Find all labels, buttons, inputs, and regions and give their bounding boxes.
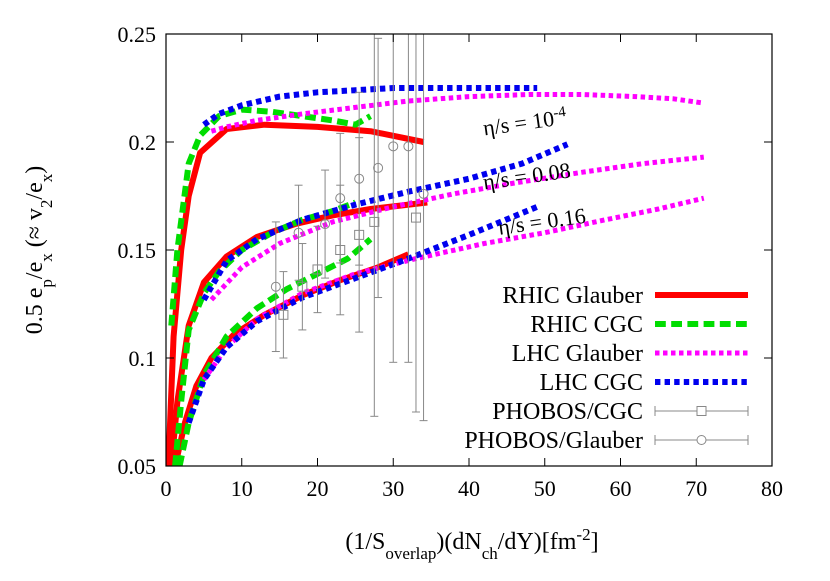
legend-label: RHIC Glauber (502, 283, 643, 309)
y-tick-label: 0.1 (129, 346, 157, 371)
series-line-rhic-cgc (168, 106, 372, 326)
legend-label: LHC CGC (540, 370, 643, 396)
y-tick-label: 0.2 (129, 130, 157, 155)
data-point-phobos-glauber (270, 281, 281, 292)
points-layer (270, 34, 429, 422)
x-tick-label: 70 (685, 476, 707, 501)
series-line-rhic-cgc (176, 236, 373, 466)
data-point-phobos-glauber (388, 141, 399, 152)
series-line-lhc-cgc (201, 141, 569, 302)
x-tick-label: 0 (161, 476, 172, 501)
y-tick-label: 0.15 (118, 238, 157, 263)
data-point-phobos-cgc (410, 212, 421, 223)
data-point-phobos-glauber (403, 141, 414, 152)
series-line-lhc-cgc (202, 85, 538, 128)
x-tick-label: 20 (307, 476, 329, 501)
x-tick-label: 10 (231, 476, 253, 501)
legend-marker (696, 435, 707, 445)
x-tick-label: 60 (610, 476, 632, 501)
series-line-rhic-glauber (166, 121, 425, 466)
data-point-phobos-cgc (369, 216, 380, 227)
data-point-phobos-glauber (335, 193, 346, 204)
legend-label: PHOBOS/CGC (492, 399, 643, 425)
data-point-phobos-glauber (418, 188, 429, 199)
legend-label: LHC Glauber (512, 341, 643, 367)
x-tick-label: 40 (458, 476, 480, 501)
data-point-phobos-glauber (373, 162, 384, 173)
x-axis-label: (1/Soverlap)(dNch/dY)[fm-2] (345, 525, 598, 563)
data-point-phobos-glauber (293, 227, 304, 238)
axis-ticks: 0 10 20 30 40 50 60 70 80 0.05 0.1 0.15 0.2 0.25 (118, 22, 784, 501)
x-tick-label: 50 (534, 476, 556, 501)
legend-label: RHIC CGC (530, 312, 643, 338)
legend-marker (696, 406, 707, 416)
data-point-phobos-cgc (278, 309, 289, 320)
data-point-phobos-glauber (320, 219, 331, 230)
series-line-lhc-glauber (210, 92, 705, 134)
legend-label: PHOBOS/Glauber (464, 428, 643, 454)
y-tick-label: 0.05 (118, 454, 157, 479)
y-tick-label: 0.25 (118, 22, 157, 47)
x-tick-label: 80 (761, 476, 783, 501)
legend: RHIC Glauber RHIC CGC LHC Glauber LHC CGC PH… (464, 283, 749, 454)
y-axis-label: 0.5 ep/ex (≈ v2/ex) (22, 166, 56, 334)
series-line-lhc-glauber (209, 154, 705, 302)
data-point-phobos-glauber (354, 173, 365, 184)
x-tick-label: 30 (382, 476, 404, 501)
data-point-phobos-cgc (312, 264, 323, 275)
data-point-phobos-cgc (297, 281, 308, 292)
